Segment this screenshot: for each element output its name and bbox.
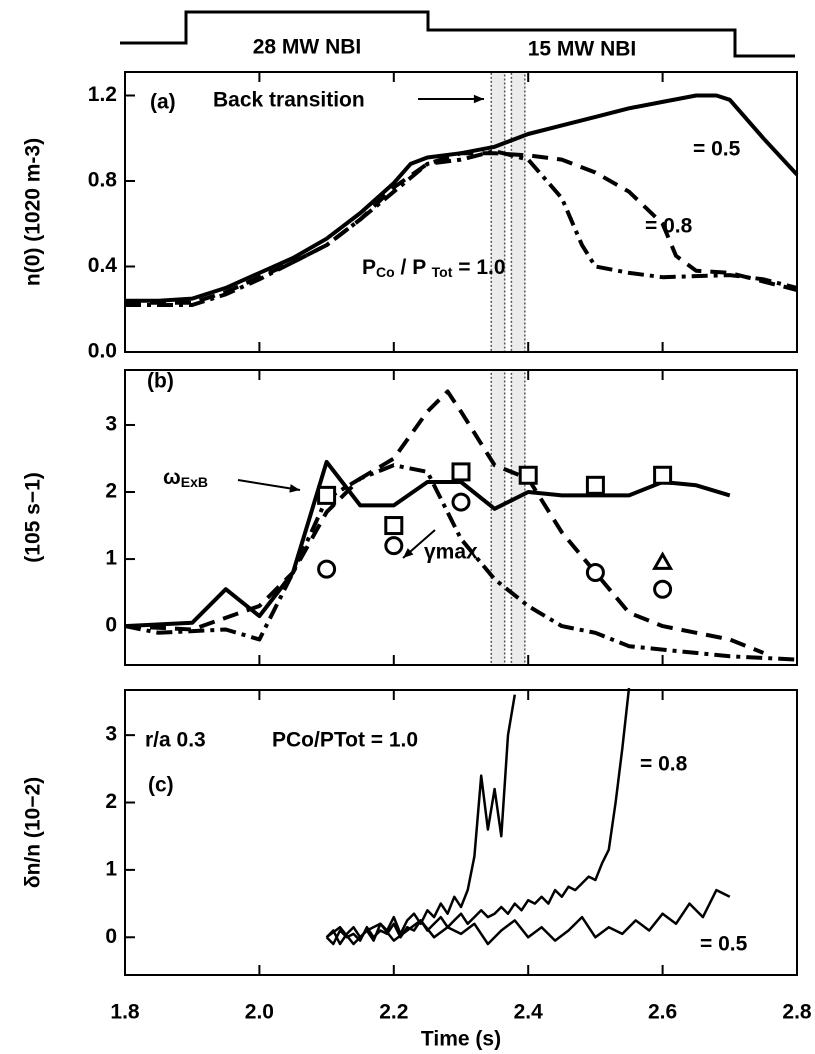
plot-frame <box>124 71 798 353</box>
square-marker <box>317 485 337 505</box>
nbi-label: 28 MW NBI <box>253 36 362 59</box>
arrow-head <box>289 484 300 493</box>
highlight-span <box>510 71 526 353</box>
y-tick-label: 0.4 <box>88 254 118 277</box>
plot-frame <box>124 689 798 976</box>
circle-marker <box>317 559 337 579</box>
arrow-head <box>403 548 414 558</box>
series-line <box>325 687 631 946</box>
triangle-marker <box>652 551 674 570</box>
annotation: Back transition <box>213 89 365 112</box>
square-marker <box>518 465 538 485</box>
annotation: (b) <box>147 370 174 393</box>
series-label: = 0.8 <box>640 753 688 776</box>
series-label: = 0.5 <box>700 933 748 956</box>
annotation: (a) <box>150 91 176 114</box>
annotation: PCo/PTot = 1.0 <box>272 729 418 752</box>
circle-marker <box>451 492 471 512</box>
x-tick-label: 2.8 <box>782 1001 812 1024</box>
nbi-label: 15 MW NBI <box>528 38 637 61</box>
annotation: (c) <box>148 774 174 797</box>
series-line <box>124 389 765 655</box>
x-axis-label: Time (s) <box>421 1028 501 1051</box>
highlight-span <box>510 369 526 666</box>
x-tick-label: 2.6 <box>648 1001 677 1024</box>
circle-marker <box>653 579 673 599</box>
series-line <box>124 463 798 662</box>
y-axis-label: δn/n (10−2) <box>22 777 45 888</box>
y-tick-label: 0 <box>105 614 117 637</box>
arrow <box>237 479 301 491</box>
plot-frame <box>124 369 798 666</box>
annotation: r/a 0.3 <box>145 729 206 752</box>
x-tick-label: 2.2 <box>379 1001 408 1024</box>
nbi-waveform <box>120 10 795 58</box>
x-tick-label: 2.0 <box>245 1001 274 1024</box>
y-tick-label: 2 <box>105 480 117 503</box>
annotation-part: ω <box>163 466 181 489</box>
y-tick-label: 0 <box>105 925 117 948</box>
square-marker <box>384 516 404 536</box>
y-tick-label: 3 <box>105 723 117 746</box>
y-tick-label: 1.2 <box>88 83 117 106</box>
annotation-part: ExB <box>181 474 208 490</box>
y-tick-label: 0.0 <box>88 340 117 363</box>
y-tick-label: 3 <box>105 413 117 436</box>
highlight-span <box>490 71 506 353</box>
annotation: PCo / P Tot = 1.0 <box>362 256 506 280</box>
series-line <box>125 151 798 305</box>
arrow-head <box>473 94 484 104</box>
circle-marker <box>384 536 404 556</box>
y-axis-label: n(0) (1020 m-3) <box>22 138 45 286</box>
square-marker <box>451 462 471 482</box>
y-tick-label: 1 <box>105 547 117 570</box>
annotation: γmax <box>424 541 478 564</box>
highlight-span <box>490 369 506 666</box>
y-axis-label: (105 s−1) <box>22 472 45 562</box>
y-tick-label: 2 <box>105 790 117 813</box>
x-tick-label: 2.4 <box>514 1001 544 1024</box>
y-tick-label: 1 <box>105 857 117 880</box>
annotation-part: P <box>362 256 376 279</box>
series-line <box>325 888 731 946</box>
annotation: ωExB <box>163 466 208 490</box>
series-label: = 0.8 <box>645 215 693 238</box>
x-tick-label: 1.8 <box>110 1001 140 1024</box>
series-line <box>325 694 517 946</box>
series-line <box>125 149 798 307</box>
circle-marker <box>585 562 605 582</box>
square-marker <box>585 475 605 495</box>
annotation-part: / P <box>395 256 432 279</box>
annotation-part: = 1.0 <box>452 256 505 279</box>
series-line <box>124 459 731 629</box>
y-tick-label: 0.8 <box>88 169 118 192</box>
annotation-part: Co <box>376 264 395 280</box>
series-label: = 0.5 <box>693 138 741 161</box>
square-marker <box>653 465 673 485</box>
annotation-part: Tot <box>432 264 453 280</box>
